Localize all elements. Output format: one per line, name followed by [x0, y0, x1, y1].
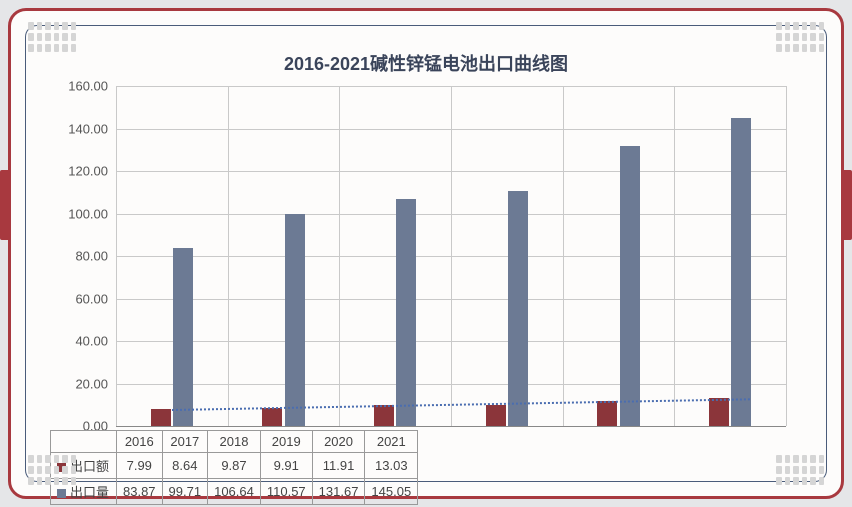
y-axis-label: 80.00: [75, 249, 116, 264]
bar-出口额: [262, 408, 282, 426]
chart-plot-area: 0.0020.0040.0060.0080.00100.00120.00140.…: [116, 86, 786, 426]
outer-frame: 2016-2021碱性锌锰电池出口曲线图 0.0020.0040.0060.00…: [8, 8, 844, 499]
y-axis-label: 20.00: [75, 376, 116, 391]
table-header-cell: 2016: [117, 431, 163, 453]
bar-出口额: [709, 398, 729, 426]
table-corner: [51, 431, 117, 453]
bar-出口额: [374, 405, 394, 426]
bar-出口量: [731, 118, 751, 426]
table-cell: 99.71: [162, 479, 208, 505]
bar-出口额: [486, 405, 506, 426]
table-cell: 110.57: [260, 479, 312, 505]
table-header-cell: 2017: [162, 431, 208, 453]
y-axis-label: 120.00: [68, 164, 116, 179]
table-header-cell: 2021: [365, 431, 418, 453]
table-cell: 131.67: [312, 479, 365, 505]
corner-dots: [28, 22, 76, 52]
corner-dots: [776, 22, 824, 52]
table-header-cell: 2019: [260, 431, 312, 453]
side-accent: [842, 170, 852, 240]
table-cell: 83.87: [117, 479, 163, 505]
table-cell: 7.99: [117, 453, 163, 479]
bar-出口量: [396, 199, 416, 426]
side-accent: [0, 170, 10, 240]
table-cell: 9.87: [208, 453, 261, 479]
bar-出口量: [285, 214, 305, 426]
table-cell: 8.64: [162, 453, 208, 479]
table-cell: 145.05: [365, 479, 418, 505]
y-axis-label: 160.00: [68, 79, 116, 94]
corner-dots: [28, 455, 76, 485]
bar-出口额: [151, 409, 171, 426]
inner-frame: 2016-2021碱性锌锰电池出口曲线图 0.0020.0040.0060.00…: [25, 25, 827, 482]
bar-出口量: [173, 248, 193, 426]
legend-swatch: [57, 489, 66, 498]
table-cell: 9.91: [260, 453, 312, 479]
corner-dots: [776, 455, 824, 485]
y-axis-label: 140.00: [68, 121, 116, 136]
table-cell: 106.64: [208, 479, 261, 505]
bar-出口量: [508, 191, 528, 426]
y-axis-label: 100.00: [68, 206, 116, 221]
y-axis-label: 60.00: [75, 291, 116, 306]
chart-title: 2016-2021碱性锌锰电池出口曲线图: [26, 50, 826, 76]
table-header-cell: 2020: [312, 431, 365, 453]
trend-line: [172, 398, 750, 411]
table-cell: 11.91: [312, 453, 365, 479]
table-cell: 13.03: [365, 453, 418, 479]
bar-出口量: [620, 146, 640, 426]
bar-出口额: [597, 401, 617, 426]
table-header-cell: 2018: [208, 431, 261, 453]
data-table: 201620172018201920202021 出口额7.998.649.87…: [50, 430, 418, 505]
y-axis-label: 40.00: [75, 334, 116, 349]
